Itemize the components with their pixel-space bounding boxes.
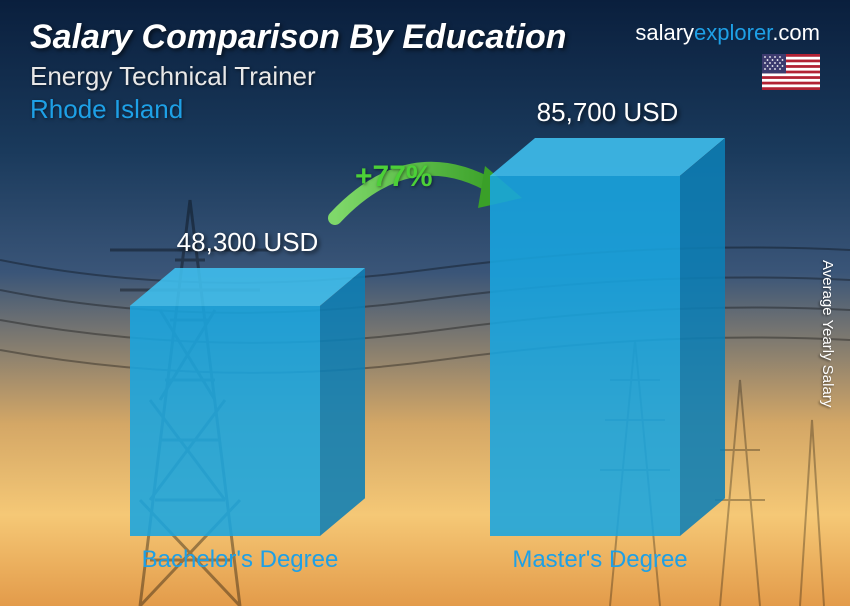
- bar-category-label: Master's Degree: [470, 546, 730, 574]
- bar-chart: 48,300 USDBachelor's Degree85,700 USDMas…: [70, 170, 780, 586]
- bar-side: [680, 138, 725, 536]
- bar-value-label: 85,700 USD: [478, 97, 738, 128]
- bar-category-label: Bachelor's Degree: [110, 546, 370, 574]
- brand-prefix: salary: [635, 20, 694, 45]
- brand-name: salaryexplorer.com: [635, 20, 820, 46]
- us-flag-icon: [762, 54, 820, 90]
- bar-front: [490, 176, 680, 536]
- bar-front: [130, 306, 320, 536]
- bar-side: [320, 268, 365, 536]
- brand-suffix: .com: [772, 20, 820, 45]
- bar-value-label: 48,300 USD: [118, 227, 378, 258]
- brand-block: salaryexplorer.com: [635, 20, 820, 90]
- brand-accent: explorer: [694, 20, 772, 45]
- y-axis-label: Average Yearly Salary: [819, 260, 836, 407]
